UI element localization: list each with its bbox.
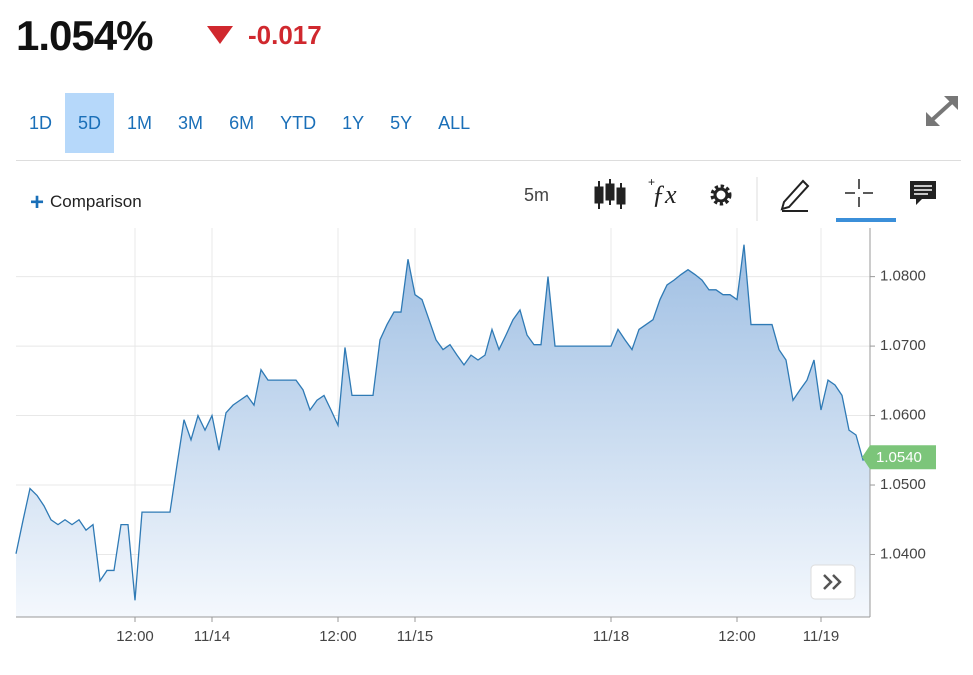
- comparison-button[interactable]: + Comparison: [30, 189, 142, 216]
- x-tick-label: 12:00: [718, 628, 756, 645]
- scroll-button-bg: [810, 564, 856, 600]
- interval-button[interactable]: 5m: [524, 185, 550, 205]
- x-tick-label: 11/19: [803, 628, 839, 645]
- scroll-arrows: [823, 574, 842, 590]
- y-tick-label: 1.0800: [880, 268, 926, 285]
- range-button[interactable]: 1M: [127, 113, 153, 133]
- range-button[interactable]: 6M: [229, 113, 255, 133]
- fx-plus: +: [648, 175, 655, 189]
- down-arrow: [207, 26, 233, 44]
- last-price-label: 1.0540: [876, 449, 922, 466]
- x-tick-label: 12:00: [116, 628, 154, 645]
- crosshair-icon[interactable]: [845, 179, 873, 207]
- y-tick-label: 1.0700: [880, 337, 926, 354]
- x-tick-label: 11/15: [397, 628, 433, 645]
- y-tick-label: 1.0400: [880, 545, 926, 562]
- x-tick-label: 11/14: [194, 628, 230, 645]
- divider: [16, 160, 961, 161]
- range-button[interactable]: 3M: [178, 113, 204, 133]
- range-button[interactable]: 5Y: [390, 113, 413, 133]
- settings-icon[interactable]: [710, 184, 732, 206]
- x-tick-label: 11/18: [593, 628, 629, 645]
- toolbar-icons: ƒx +: [594, 175, 936, 222]
- comparison-label: Comparison: [50, 192, 142, 211]
- area: [16, 244, 870, 617]
- change: -0.017: [248, 20, 322, 50]
- last-price-flag: [862, 445, 936, 470]
- scroll-button[interactable]: [810, 564, 856, 600]
- range-button[interactable]: YTD: [280, 113, 317, 133]
- draw-icon[interactable]: [780, 179, 810, 212]
- chart: 1.0400 1.0500 1.0600 1.0700 1.0800 12:00 11/14…: [15, 228, 936, 645]
- expand-icon[interactable]: [922, 92, 964, 130]
- range-button[interactable]: ALL: [438, 113, 471, 133]
- y-tick-label: 1.0500: [880, 476, 926, 493]
- fx-icon[interactable]: ƒx: [652, 180, 677, 209]
- line: [15, 244, 871, 601]
- range-button[interactable]: 1Y: [342, 113, 365, 133]
- candles-icon[interactable]: [594, 179, 626, 209]
- y-tick-label: 1.0600: [880, 407, 926, 424]
- x-tick-label: 12:00: [319, 628, 357, 645]
- range-button[interactable]: 5D: [65, 93, 115, 153]
- range-bar: 1D 5D 1M 3M 6M YTD 1Y 5Y ALL: [16, 93, 483, 153]
- price: 1.054%: [16, 12, 153, 59]
- active-underline: [836, 218, 896, 222]
- comment-icon[interactable]: [910, 181, 936, 205]
- range-button[interactable]: 1D: [29, 113, 53, 133]
